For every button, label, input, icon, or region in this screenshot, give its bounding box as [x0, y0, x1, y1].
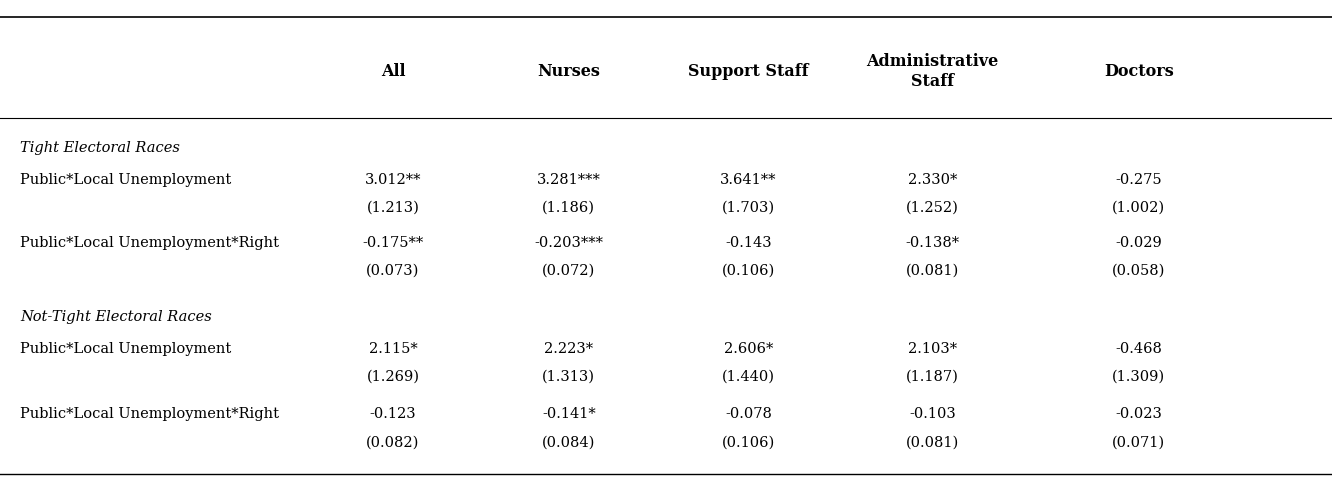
Text: 3.012**: 3.012**	[365, 173, 421, 187]
Text: Doctors: Doctors	[1104, 63, 1173, 80]
Text: (1.002): (1.002)	[1112, 201, 1166, 215]
Text: -0.468: -0.468	[1115, 342, 1163, 355]
Text: (1.309): (1.309)	[1112, 370, 1166, 384]
Text: Public*Local Unemployment*Right: Public*Local Unemployment*Right	[20, 236, 278, 249]
Text: (0.073): (0.073)	[366, 263, 420, 277]
Text: -0.138*: -0.138*	[906, 236, 959, 249]
Text: Nurses: Nurses	[537, 63, 601, 80]
Text: (0.106): (0.106)	[722, 435, 775, 449]
Text: (0.058): (0.058)	[1112, 263, 1166, 277]
Text: (1.252): (1.252)	[906, 201, 959, 215]
Text: 2.223*: 2.223*	[545, 342, 593, 355]
Text: All: All	[381, 63, 405, 80]
Text: (0.081): (0.081)	[906, 435, 959, 449]
Text: -0.141*: -0.141*	[542, 407, 595, 421]
Text: Tight Electoral Races: Tight Electoral Races	[20, 141, 180, 155]
Text: -0.103: -0.103	[908, 407, 956, 421]
Text: Administrative
Staff: Administrative Staff	[866, 53, 999, 90]
Text: (0.072): (0.072)	[542, 263, 595, 277]
Text: -0.203***: -0.203***	[534, 236, 603, 249]
Text: 2.115*: 2.115*	[369, 342, 417, 355]
Text: (1.269): (1.269)	[366, 370, 420, 384]
Text: -0.029: -0.029	[1115, 236, 1163, 249]
Text: 3.281***: 3.281***	[537, 173, 601, 187]
Text: (1.187): (1.187)	[906, 370, 959, 384]
Text: (0.082): (0.082)	[366, 435, 420, 449]
Text: (1.186): (1.186)	[542, 201, 595, 215]
Text: 2.330*: 2.330*	[907, 173, 958, 187]
Text: -0.275: -0.275	[1115, 173, 1163, 187]
Text: 3.641**: 3.641**	[721, 173, 777, 187]
Text: -0.023: -0.023	[1115, 407, 1163, 421]
Text: (1.440): (1.440)	[722, 370, 775, 384]
Text: 2.103*: 2.103*	[908, 342, 956, 355]
Text: (0.106): (0.106)	[722, 263, 775, 277]
Text: -0.175**: -0.175**	[362, 236, 424, 249]
Text: Public*Local Unemployment: Public*Local Unemployment	[20, 342, 232, 355]
Text: 2.606*: 2.606*	[723, 342, 774, 355]
Text: (0.081): (0.081)	[906, 263, 959, 277]
Text: -0.078: -0.078	[725, 407, 773, 421]
Text: Public*Local Unemployment: Public*Local Unemployment	[20, 173, 232, 187]
Text: Support Staff: Support Staff	[689, 63, 809, 80]
Text: -0.143: -0.143	[725, 236, 773, 249]
Text: (0.084): (0.084)	[542, 435, 595, 449]
Text: (1.213): (1.213)	[366, 201, 420, 215]
Text: (1.703): (1.703)	[722, 201, 775, 215]
Text: Not-Tight Electoral Races: Not-Tight Electoral Races	[20, 310, 212, 323]
Text: (1.313): (1.313)	[542, 370, 595, 384]
Text: -0.123: -0.123	[369, 407, 417, 421]
Text: Public*Local Unemployment*Right: Public*Local Unemployment*Right	[20, 407, 278, 421]
Text: (0.071): (0.071)	[1112, 435, 1166, 449]
